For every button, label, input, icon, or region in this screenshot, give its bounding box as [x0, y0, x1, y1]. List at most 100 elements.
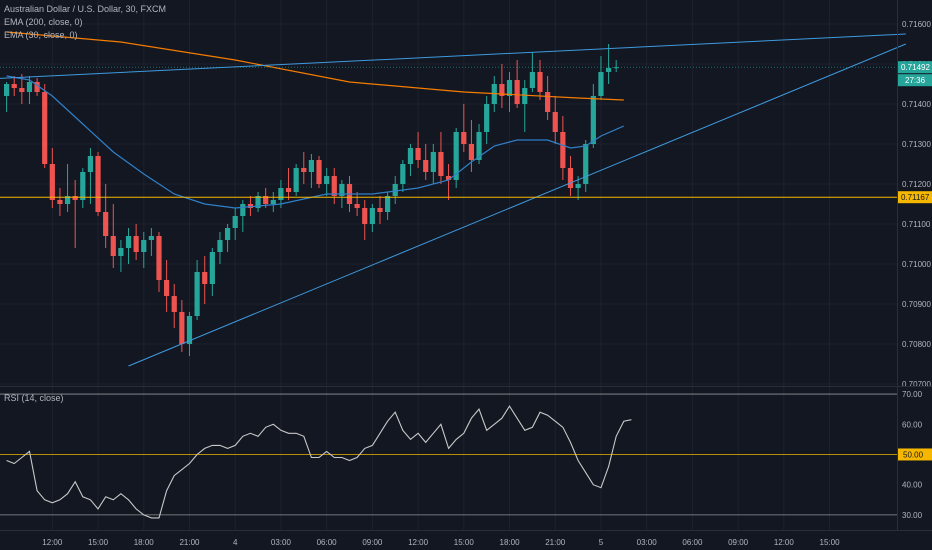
- time-tick-label: 06:00: [317, 538, 338, 547]
- last-price-tag: [898, 61, 932, 74]
- candle-body-up: [308, 160, 314, 172]
- candle-body-up: [476, 132, 482, 160]
- candle-body-up: [26, 82, 33, 92]
- candle-body-up: [209, 252, 215, 284]
- rsi-legend[interactable]: RSI (14, close): [4, 393, 64, 403]
- candle-body-down: [202, 272, 208, 284]
- candle-body-down: [171, 296, 177, 312]
- candle-body-down: [545, 92, 551, 112]
- price-tick-label: 0.71200: [902, 180, 931, 189]
- price-tick-label: 0.71300: [902, 140, 931, 149]
- ema200-line: [6, 31, 624, 101]
- candle-body-down: [438, 152, 444, 176]
- countdown-tag: [898, 74, 932, 87]
- candle-body-up: [613, 67, 619, 69]
- indicator-overlays: [0, 31, 906, 367]
- candle-body-down: [19, 88, 25, 92]
- candle-body-up: [575, 184, 581, 188]
- price-tick-label: 0.70700: [902, 380, 931, 389]
- candle-body-down: [34, 82, 40, 92]
- candle-body-down: [537, 72, 543, 92]
- candle-body-down: [285, 188, 292, 192]
- candle-body-down: [110, 236, 116, 256]
- candle-body-down: [362, 208, 368, 224]
- candle-body-up: [369, 208, 375, 224]
- ema200-legend[interactable]: EMA (200, close, 0): [4, 17, 83, 27]
- candle-body-up: [141, 240, 147, 252]
- candle-body-down: [354, 204, 360, 208]
- time-tick-label: 03:00: [637, 538, 658, 547]
- candle-body-down: [499, 84, 505, 96]
- price-tick-label: 0.71100: [902, 220, 931, 229]
- candle-body-up: [64, 196, 71, 204]
- candle-body-down: [301, 168, 307, 172]
- candle-body-down: [552, 112, 558, 132]
- time-tick-label: 15:00: [820, 538, 841, 547]
- candle-body-up: [324, 176, 330, 184]
- time-tick-label: 12:00: [42, 538, 63, 547]
- candle-body-down: [331, 176, 337, 196]
- symbol-legend[interactable]: Australian Dollar / U.S. Dollar, 30, FXC…: [4, 4, 167, 14]
- candle-body-up: [217, 240, 223, 252]
- candle-body-up: [293, 168, 299, 192]
- candle-body-up: [484, 104, 490, 132]
- time-tick-label: 12:00: [408, 538, 429, 547]
- candle-body-down: [72, 196, 78, 200]
- time-tick-label: 09:00: [362, 538, 383, 547]
- rsi-tick-label: 40.00: [902, 481, 923, 490]
- last-price-label: 0.71492: [901, 63, 930, 72]
- candle-body-up: [278, 188, 284, 200]
- support-level-tag: [898, 191, 932, 204]
- candle-body-up: [125, 236, 132, 248]
- rsi-pane[interactable]: [0, 393, 897, 519]
- rsi-tick-label: 60.00: [902, 420, 923, 429]
- time-tick-label: 21:00: [545, 538, 566, 547]
- candle-body-up: [605, 68, 612, 72]
- candle-body-up: [255, 196, 261, 208]
- rsi-tick-label: 30.00: [902, 511, 923, 520]
- price-tick-label: 0.71000: [902, 260, 931, 269]
- candle-body-down: [377, 208, 383, 212]
- candle-body-up: [118, 248, 124, 256]
- time-tick-label: 5: [599, 538, 604, 547]
- time-tick-label: 06:00: [682, 538, 703, 547]
- rsi-line: [6, 405, 632, 519]
- candle-body-down: [514, 80, 520, 104]
- candle-body-down: [468, 144, 475, 160]
- candle-body-up: [224, 228, 231, 240]
- ema30-line: [6, 75, 625, 209]
- ema30-legend[interactable]: EMA (30, close, 0): [4, 30, 78, 40]
- time-tick-label: 12:00: [774, 538, 795, 547]
- price-tick-label: 0.71400: [902, 100, 931, 109]
- rsi-midline-label: 50.00: [903, 450, 924, 459]
- support-level-label: 0.71167: [901, 193, 930, 202]
- candle-body-down: [316, 160, 322, 184]
- time-tick-label: 18:00: [500, 538, 521, 547]
- countdown-label: 27:36: [905, 76, 926, 85]
- candle-body-down: [164, 280, 170, 296]
- rsi-midline-tag: [898, 448, 932, 461]
- candle-body-up: [186, 316, 193, 344]
- candle-body-up: [583, 144, 589, 184]
- candle-body-up: [400, 164, 406, 184]
- candle-body-up: [392, 184, 398, 196]
- candle-body-up: [453, 132, 459, 180]
- candle-body-up: [430, 152, 436, 172]
- candle-body-down: [461, 132, 467, 144]
- support-trendline: [128, 43, 906, 367]
- candle-body-up: [506, 80, 513, 96]
- candle-body-down: [57, 200, 63, 204]
- resistance-trendline: [0, 33, 906, 79]
- grid-lines: [0, 0, 897, 530]
- candle-body-down: [247, 204, 254, 208]
- candle-body-up: [598, 72, 604, 96]
- time-tick-label: 21:00: [179, 538, 200, 547]
- time-tick-label: 15:00: [454, 538, 475, 547]
- candle-body-up: [194, 272, 200, 316]
- price-tick-label: 0.70800: [902, 340, 931, 349]
- candle-body-down: [567, 168, 574, 188]
- rsi-tick-label: 70.00: [902, 390, 923, 399]
- price-tick-label: 0.71600: [902, 20, 931, 29]
